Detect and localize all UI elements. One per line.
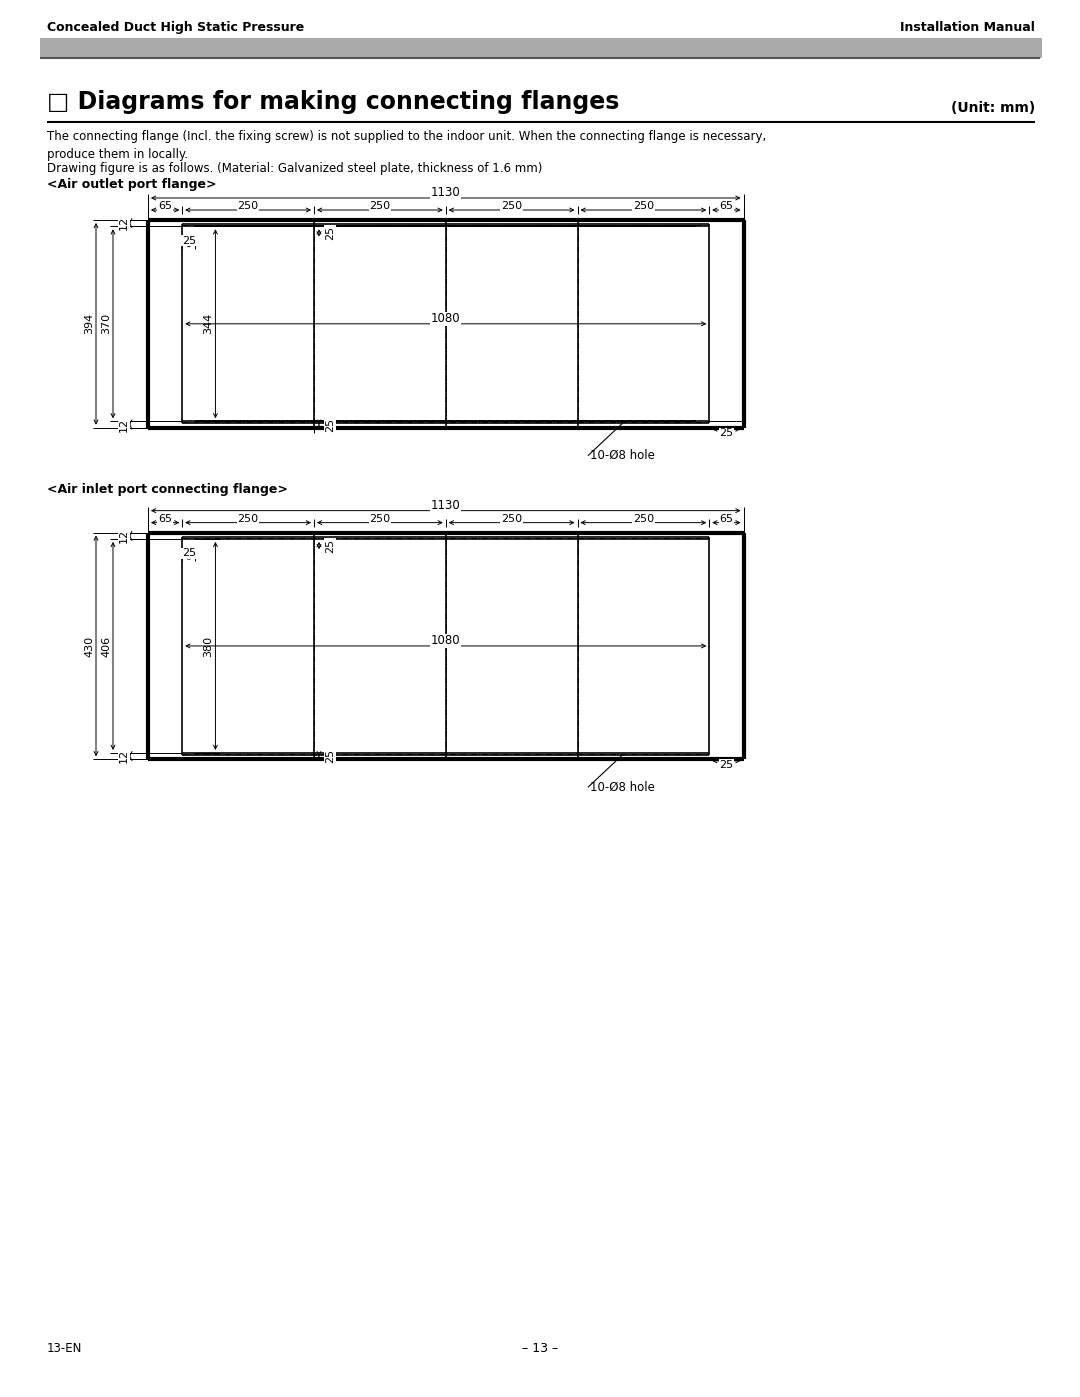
Text: 250: 250 <box>238 201 259 211</box>
Text: (Unit: mm): (Unit: mm) <box>950 101 1035 115</box>
Text: 25: 25 <box>181 549 195 559</box>
Text: 65: 65 <box>158 201 172 211</box>
Polygon shape <box>530 38 1042 59</box>
Text: 12: 12 <box>119 217 129 231</box>
Text: 65: 65 <box>719 514 733 524</box>
Text: □ Diagrams for making connecting flanges: □ Diagrams for making connecting flanges <box>48 89 619 115</box>
Text: 1080: 1080 <box>431 313 460 326</box>
Text: 344: 344 <box>203 313 214 334</box>
Text: 12: 12 <box>119 749 129 763</box>
Text: The connecting flange (Incl. the fixing screw) is not supplied to the indoor uni: The connecting flange (Incl. the fixing … <box>48 130 766 142</box>
Text: Installation Manual: Installation Manual <box>900 21 1035 34</box>
Text: 1130: 1130 <box>431 499 461 513</box>
Text: 250: 250 <box>369 201 391 211</box>
Text: 394: 394 <box>84 313 94 334</box>
Polygon shape <box>40 38 660 59</box>
Text: <Air inlet port connecting flange>: <Air inlet port connecting flange> <box>48 482 288 496</box>
Text: 13-EN: 13-EN <box>48 1343 82 1355</box>
Text: – 13 –: – 13 – <box>522 1343 558 1355</box>
Text: 250: 250 <box>633 201 654 211</box>
Text: 1080: 1080 <box>431 634 460 647</box>
Text: 12: 12 <box>119 418 129 432</box>
Text: 25: 25 <box>325 226 335 240</box>
Text: 370: 370 <box>102 313 111 334</box>
Text: produce them in locally.: produce them in locally. <box>48 148 188 161</box>
Text: <Air outlet port flange>: <Air outlet port flange> <box>48 177 216 191</box>
Text: 250: 250 <box>501 514 523 524</box>
Text: 10-Ø8 hole: 10-Ø8 hole <box>590 781 654 793</box>
Text: 65: 65 <box>719 201 733 211</box>
Text: 25: 25 <box>181 236 195 246</box>
Text: 12: 12 <box>119 528 129 543</box>
Text: 25: 25 <box>325 538 335 553</box>
Text: 250: 250 <box>501 201 523 211</box>
Text: 380: 380 <box>203 636 214 657</box>
Text: 250: 250 <box>238 514 259 524</box>
Text: 430: 430 <box>84 636 94 657</box>
Text: 65: 65 <box>158 514 172 524</box>
Text: 25: 25 <box>719 760 733 770</box>
Text: 250: 250 <box>633 514 654 524</box>
Text: Drawing figure is as follows. (Material: Galvanized steel plate, thickness of 1.: Drawing figure is as follows. (Material:… <box>48 162 542 175</box>
Text: 1130: 1130 <box>431 187 461 200</box>
Text: 25: 25 <box>325 749 335 763</box>
Text: 25: 25 <box>325 418 335 432</box>
Text: Concealed Duct High Static Pressure: Concealed Duct High Static Pressure <box>48 21 305 34</box>
Text: 406: 406 <box>102 636 111 657</box>
Text: 10-Ø8 hole: 10-Ø8 hole <box>590 450 654 462</box>
Text: 250: 250 <box>369 514 391 524</box>
Text: 25: 25 <box>719 429 733 439</box>
